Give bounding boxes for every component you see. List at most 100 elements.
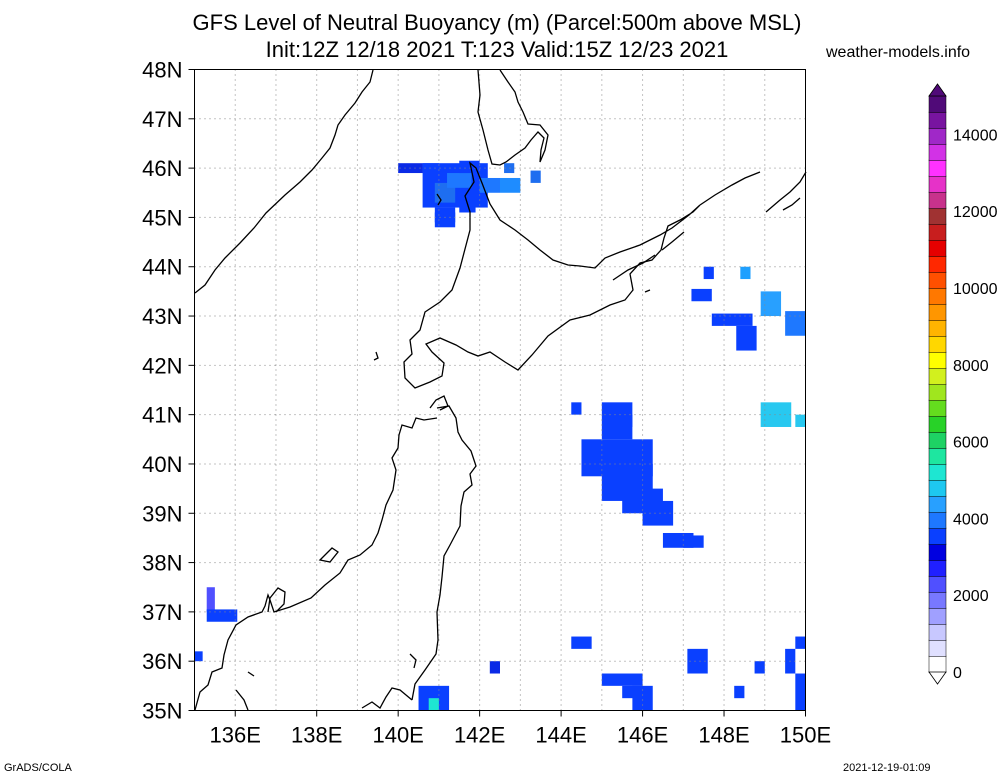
sakhalin-coast	[477, 69, 549, 166]
colorbar-segment	[928, 639, 947, 657]
data-cell	[734, 685, 745, 699]
colorbar-max-arrow	[928, 83, 947, 97]
data-cell	[622, 414, 633, 427]
colorbar-segment	[928, 303, 947, 321]
lat-tick-label: 42N	[142, 353, 182, 378]
colorbar-segment	[928, 351, 947, 369]
mutsu-bay	[429, 395, 449, 411]
lon-tick-label: 136E	[210, 723, 261, 748]
colorbar-segment	[928, 655, 947, 673]
data-cell	[571, 402, 582, 415]
data-cell	[795, 673, 806, 711]
colorbar-label: 12000	[953, 204, 998, 221]
colorbar-labels: 0 2000 4000 6000 8000 10000 12000 14000	[953, 127, 998, 682]
data-cell	[691, 288, 712, 302]
colorbar-label: 0	[953, 665, 962, 682]
data-cell	[206, 587, 215, 612]
data-cell	[194, 651, 203, 662]
sado-island	[318, 547, 339, 563]
colorbar-segment	[928, 495, 947, 513]
data-cell	[795, 636, 806, 649]
colorbar-segment	[928, 479, 947, 497]
colorbar-segment	[928, 463, 947, 481]
colorbar-label: 10000	[953, 281, 998, 298]
data-cell	[736, 325, 757, 351]
lat-tick-label: 37N	[142, 600, 182, 625]
data-cell	[428, 698, 439, 711]
data-cell	[785, 311, 806, 336]
lat-tick-label: 48N	[142, 58, 182, 83]
boso-coast	[361, 687, 413, 709]
colorbar-segment	[928, 287, 947, 305]
data-cell	[642, 500, 674, 526]
colorbar-segment	[928, 335, 947, 353]
data-cell	[504, 163, 515, 174]
lat-tick-label: 41N	[142, 403, 182, 428]
lon-tick-label: 146E	[617, 723, 668, 748]
data-cell	[434, 207, 456, 223]
data-cell	[760, 402, 792, 427]
colorbar-segment	[928, 127, 947, 145]
colorbar-segment	[928, 559, 947, 577]
footer-right-timestamp: 2021-12-19-01:09	[843, 762, 931, 774]
hokkaido-coast	[403, 161, 701, 389]
lat-tick-label: 46N	[142, 156, 182, 181]
lat-tick-label: 43N	[142, 304, 182, 329]
lon-tick-label: 144E	[535, 723, 586, 748]
lat-tick-label: 36N	[142, 649, 182, 674]
colorbar-segment	[928, 575, 947, 593]
data-cell	[530, 170, 541, 183]
footer-left-label: GrADS/COLA	[4, 762, 72, 774]
colorbar-segment	[928, 95, 947, 113]
data-cell	[687, 648, 708, 674]
colorbar-segment	[928, 527, 947, 545]
colorbar-segment	[928, 367, 947, 385]
map-frame	[194, 69, 806, 711]
colorbar-segment	[928, 511, 947, 529]
colorbar-segment	[928, 543, 947, 561]
data-cell	[760, 291, 782, 317]
data-cells	[194, 160, 806, 711]
data-cell	[206, 609, 238, 622]
colorbar-label: 6000	[953, 435, 989, 452]
data-cell	[459, 160, 480, 174]
data-cell	[711, 313, 753, 326]
colorbar-segment	[928, 175, 947, 193]
data-cell	[422, 163, 439, 174]
colorbar-segment	[928, 607, 947, 625]
data-cell	[754, 661, 765, 674]
mainland-coast	[194, 69, 374, 294]
colorbar	[928, 83, 947, 685]
colorbar-segment	[928, 431, 947, 449]
colorbar-segment	[928, 239, 947, 257]
colorbar-segment	[928, 383, 947, 401]
colorbar-segment	[928, 143, 947, 161]
lon-tick-label: 138E	[291, 723, 342, 748]
data-cell	[632, 685, 653, 711]
lon-tick-label: 150E	[780, 723, 831, 748]
chart-title-line2: Init:12Z 12/18 2021 T:123 Valid:15Z 12/2…	[265, 37, 729, 62]
colorbar-segment	[928, 271, 947, 289]
colorbar-segment	[928, 223, 947, 241]
data-cell	[795, 414, 806, 427]
lat-tick-label: 47N	[142, 107, 182, 132]
colorbar-segment	[928, 159, 947, 177]
chart-title-line1: GFS Level of Neutral Buoyancy (m) (Parce…	[192, 10, 802, 35]
data-cell	[740, 266, 751, 280]
data-cell	[489, 661, 500, 674]
lon-tick-label: 140E	[372, 723, 423, 748]
noto-peninsula	[267, 587, 286, 613]
coastline	[194, 69, 807, 711]
longitude-labels: 136E 138E 140E 142E 144E 146E 148E 150E	[210, 710, 831, 748]
lat-tick-label: 39N	[142, 501, 182, 526]
data-cell	[683, 535, 704, 548]
data-cell	[500, 177, 521, 193]
lat-tick-label: 44N	[142, 255, 182, 280]
colorbar-label: 2000	[953, 588, 989, 605]
lon-tick-label: 148E	[698, 723, 749, 748]
colorbar-segment	[928, 191, 947, 209]
latitude-labels: 35N 36N 37N 38N 39N 40N 41N 42N 43N 44N 45N 46N 47N 4…	[142, 58, 195, 724]
data-cell	[601, 673, 643, 686]
colorbar-segment	[928, 447, 947, 465]
